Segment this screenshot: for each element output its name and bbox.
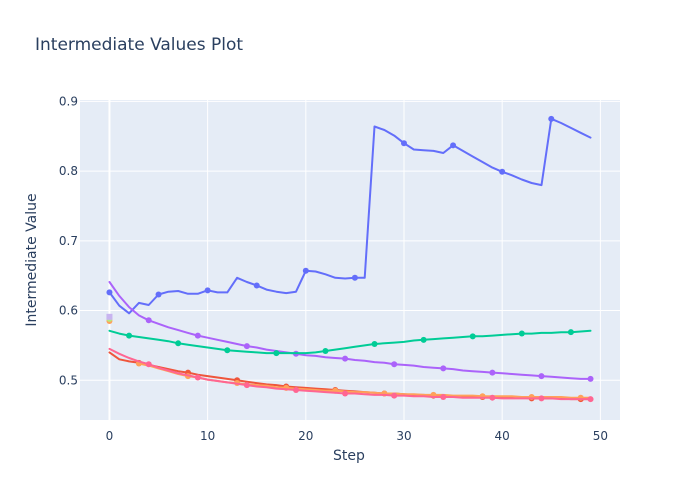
data-point — [518, 330, 525, 337]
series-line — [108, 347, 592, 401]
y-tick-label: 0.9 — [59, 94, 78, 108]
data-point — [106, 289, 113, 296]
data-point — [194, 374, 201, 381]
data-point — [567, 329, 574, 336]
data-point — [391, 392, 398, 399]
x-axis-ticks: 0 10 20 30 40 50 — [106, 429, 608, 443]
data-point — [243, 382, 250, 389]
series-6 — [108, 347, 594, 403]
data-point — [322, 347, 329, 354]
data-point — [224, 347, 231, 354]
x-tick-label: 10 — [200, 429, 215, 443]
data-point — [538, 395, 545, 402]
data-point — [243, 343, 250, 350]
data-point — [175, 340, 182, 347]
data-point — [145, 317, 152, 324]
series-line — [108, 117, 592, 315]
data-point — [342, 355, 349, 362]
series-group — [106, 115, 594, 403]
data-point — [440, 393, 447, 400]
data-point — [548, 115, 555, 122]
series-2 — [108, 281, 594, 382]
series-8 — [106, 313, 113, 320]
data-point — [538, 373, 545, 380]
x-tick-label: 40 — [495, 429, 510, 443]
data-point — [293, 387, 299, 394]
y-tick-label: 0.5 — [59, 373, 78, 387]
plot-area — [80, 100, 620, 420]
y-axis-title: Intermediate Value — [24, 193, 40, 326]
data-point — [126, 332, 133, 339]
data-point — [145, 361, 152, 368]
data-point — [587, 375, 594, 382]
y-tick-label: 0.6 — [59, 304, 78, 318]
y-tick-label: 0.7 — [59, 234, 78, 248]
data-point — [194, 332, 201, 339]
data-point — [420, 336, 427, 343]
grid — [80, 100, 620, 420]
data-point — [450, 142, 457, 149]
data-point — [499, 168, 506, 175]
y-axis-ticks: 0.5 0.6 0.7 0.8 0.9 — [59, 94, 78, 387]
data-point — [587, 396, 594, 403]
chart-title: Intermediate Values Plot — [35, 35, 243, 55]
series-1 — [106, 115, 592, 315]
series-3 — [108, 329, 592, 357]
data-point — [440, 365, 447, 372]
data-point — [371, 341, 378, 348]
data-point — [204, 287, 211, 294]
x-tick-label: 30 — [396, 429, 411, 443]
data-point — [469, 333, 476, 340]
data-point — [342, 390, 349, 397]
series-line — [108, 281, 592, 380]
data-point — [253, 282, 260, 289]
series-line — [108, 329, 592, 355]
x-tick-label: 50 — [593, 429, 608, 443]
data-point — [106, 313, 113, 320]
data-point — [155, 291, 162, 298]
data-point — [489, 369, 496, 376]
data-point — [351, 274, 358, 281]
data-point — [489, 394, 496, 401]
data-point — [391, 361, 398, 368]
x-axis-title: Step — [333, 448, 365, 464]
y-tick-label: 0.8 — [59, 164, 78, 178]
data-point — [302, 267, 309, 274]
x-tick-label: 0 — [106, 429, 114, 443]
data-point — [401, 140, 407, 147]
x-tick-label: 20 — [298, 429, 313, 443]
data-point — [273, 350, 280, 357]
